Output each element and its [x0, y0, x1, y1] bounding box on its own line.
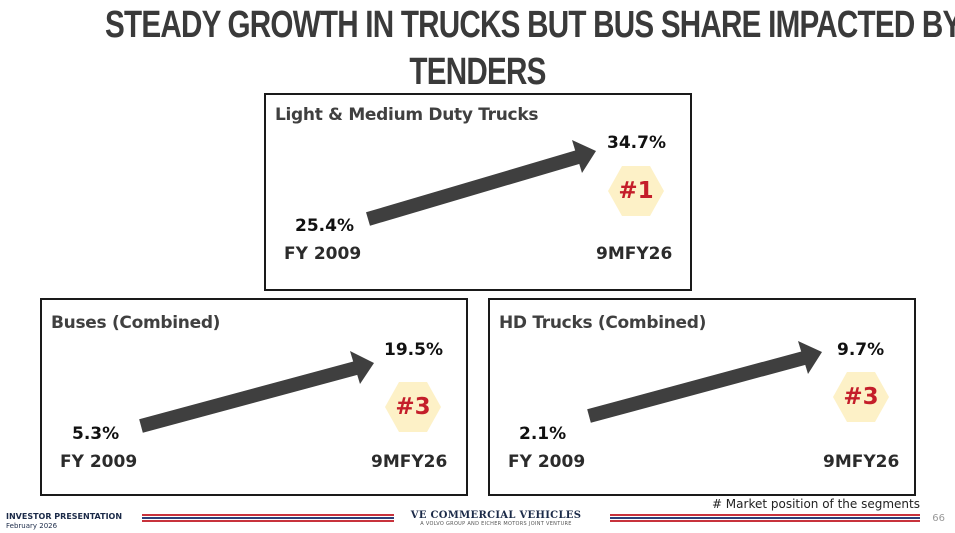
buses-start-value: 5.3% — [72, 424, 120, 444]
lmd-growth-arrow-icon — [366, 140, 596, 226]
hd-rank-text: #3 — [843, 384, 879, 410]
footer-label: INVESTOR PRESENTATION February 2026 — [6, 512, 122, 530]
hd-trucks-card: HD Trucks (Combined) 2.1% FY 2009 9.7% #… — [488, 298, 916, 496]
footer-stripe-right — [610, 514, 920, 522]
slide-title-line2: TENDERS — [409, 51, 546, 93]
slide-title: STEADY GROWTH IN TRUCKS BUT BUS SHARE IM… — [105, 2, 955, 96]
page-number: 66 — [932, 513, 945, 524]
hd-start-value: 2.1% — [519, 424, 567, 444]
brand-name: VE COMMERCIAL VEHICLES — [410, 510, 582, 521]
buses-end-label: 9MFY26 — [371, 452, 448, 472]
footnote: # Market position of the segments — [711, 497, 920, 511]
buses-growth-arrow-icon — [139, 351, 374, 433]
footer-stripe-left — [142, 514, 394, 522]
lmd-end-value: 34.7% — [607, 133, 666, 153]
lmd-trucks-title: Light & Medium Duty Trucks — [275, 105, 539, 125]
slide-title-line1: STEADY GROWTH IN TRUCKS BUT BUS SHARE IM… — [105, 4, 955, 46]
buses-start-label: FY 2009 — [60, 452, 138, 472]
hd-end-value: 9.7% — [837, 340, 885, 360]
brand-subtitle: A VOLVO GROUP AND EICHER MOTORS JOINT VE… — [420, 521, 572, 527]
hexagon-icon — [385, 382, 441, 432]
hexagon-icon — [608, 166, 664, 216]
footer-title: INVESTOR PRESENTATION — [6, 512, 123, 521]
buses-rank-text: #3 — [395, 394, 431, 420]
buses-card: Buses (Combined) 5.3% FY 2009 19.5% #3 9… — [40, 298, 468, 496]
hd-trucks-title: HD Trucks (Combined) — [499, 313, 707, 333]
lmd-start-value: 25.4% — [295, 216, 354, 236]
hd-end-label: 9MFY26 — [823, 452, 900, 472]
lmd-trucks-card: Light & Medium Duty Trucks 25.4% FY 2009… — [264, 93, 692, 291]
lmd-start-label: FY 2009 — [284, 244, 362, 264]
lmd-rank-badge: #1 — [607, 165, 665, 217]
lmd-rank-text: #1 — [618, 178, 654, 204]
hd-rank-badge: #3 — [832, 371, 890, 423]
buses-rank-badge: #3 — [384, 381, 442, 433]
footer-date: February 2026 — [6, 522, 58, 530]
hd-growth-arrow-icon — [587, 341, 822, 423]
lmd-end-label: 9MFY26 — [596, 244, 673, 264]
hd-start-label: FY 2009 — [508, 452, 586, 472]
brand-logo: VE COMMERCIAL VEHICLES A VOLVO GROUP AND… — [396, 510, 596, 527]
buses-end-value: 19.5% — [384, 340, 443, 360]
hexagon-icon — [833, 372, 889, 422]
buses-title: Buses (Combined) — [51, 313, 221, 333]
